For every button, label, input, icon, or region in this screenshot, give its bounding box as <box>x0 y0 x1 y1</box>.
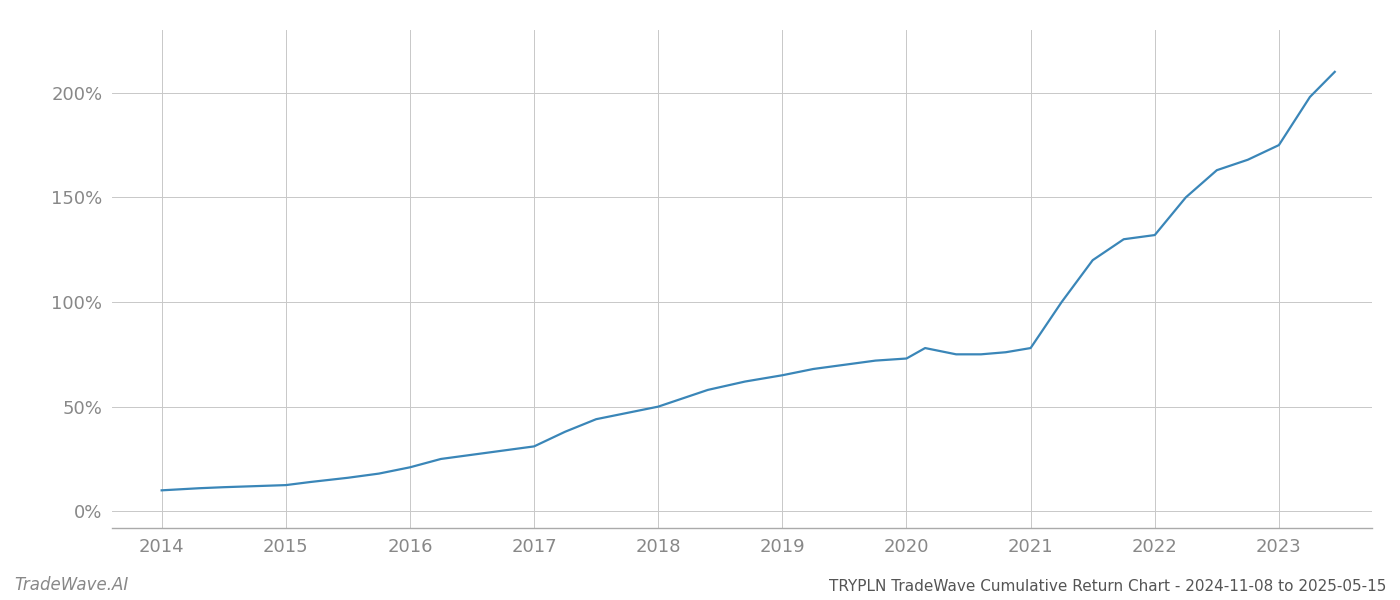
Text: TradeWave.AI: TradeWave.AI <box>14 576 129 594</box>
Text: TRYPLN TradeWave Cumulative Return Chart - 2024-11-08 to 2025-05-15: TRYPLN TradeWave Cumulative Return Chart… <box>829 579 1386 594</box>
